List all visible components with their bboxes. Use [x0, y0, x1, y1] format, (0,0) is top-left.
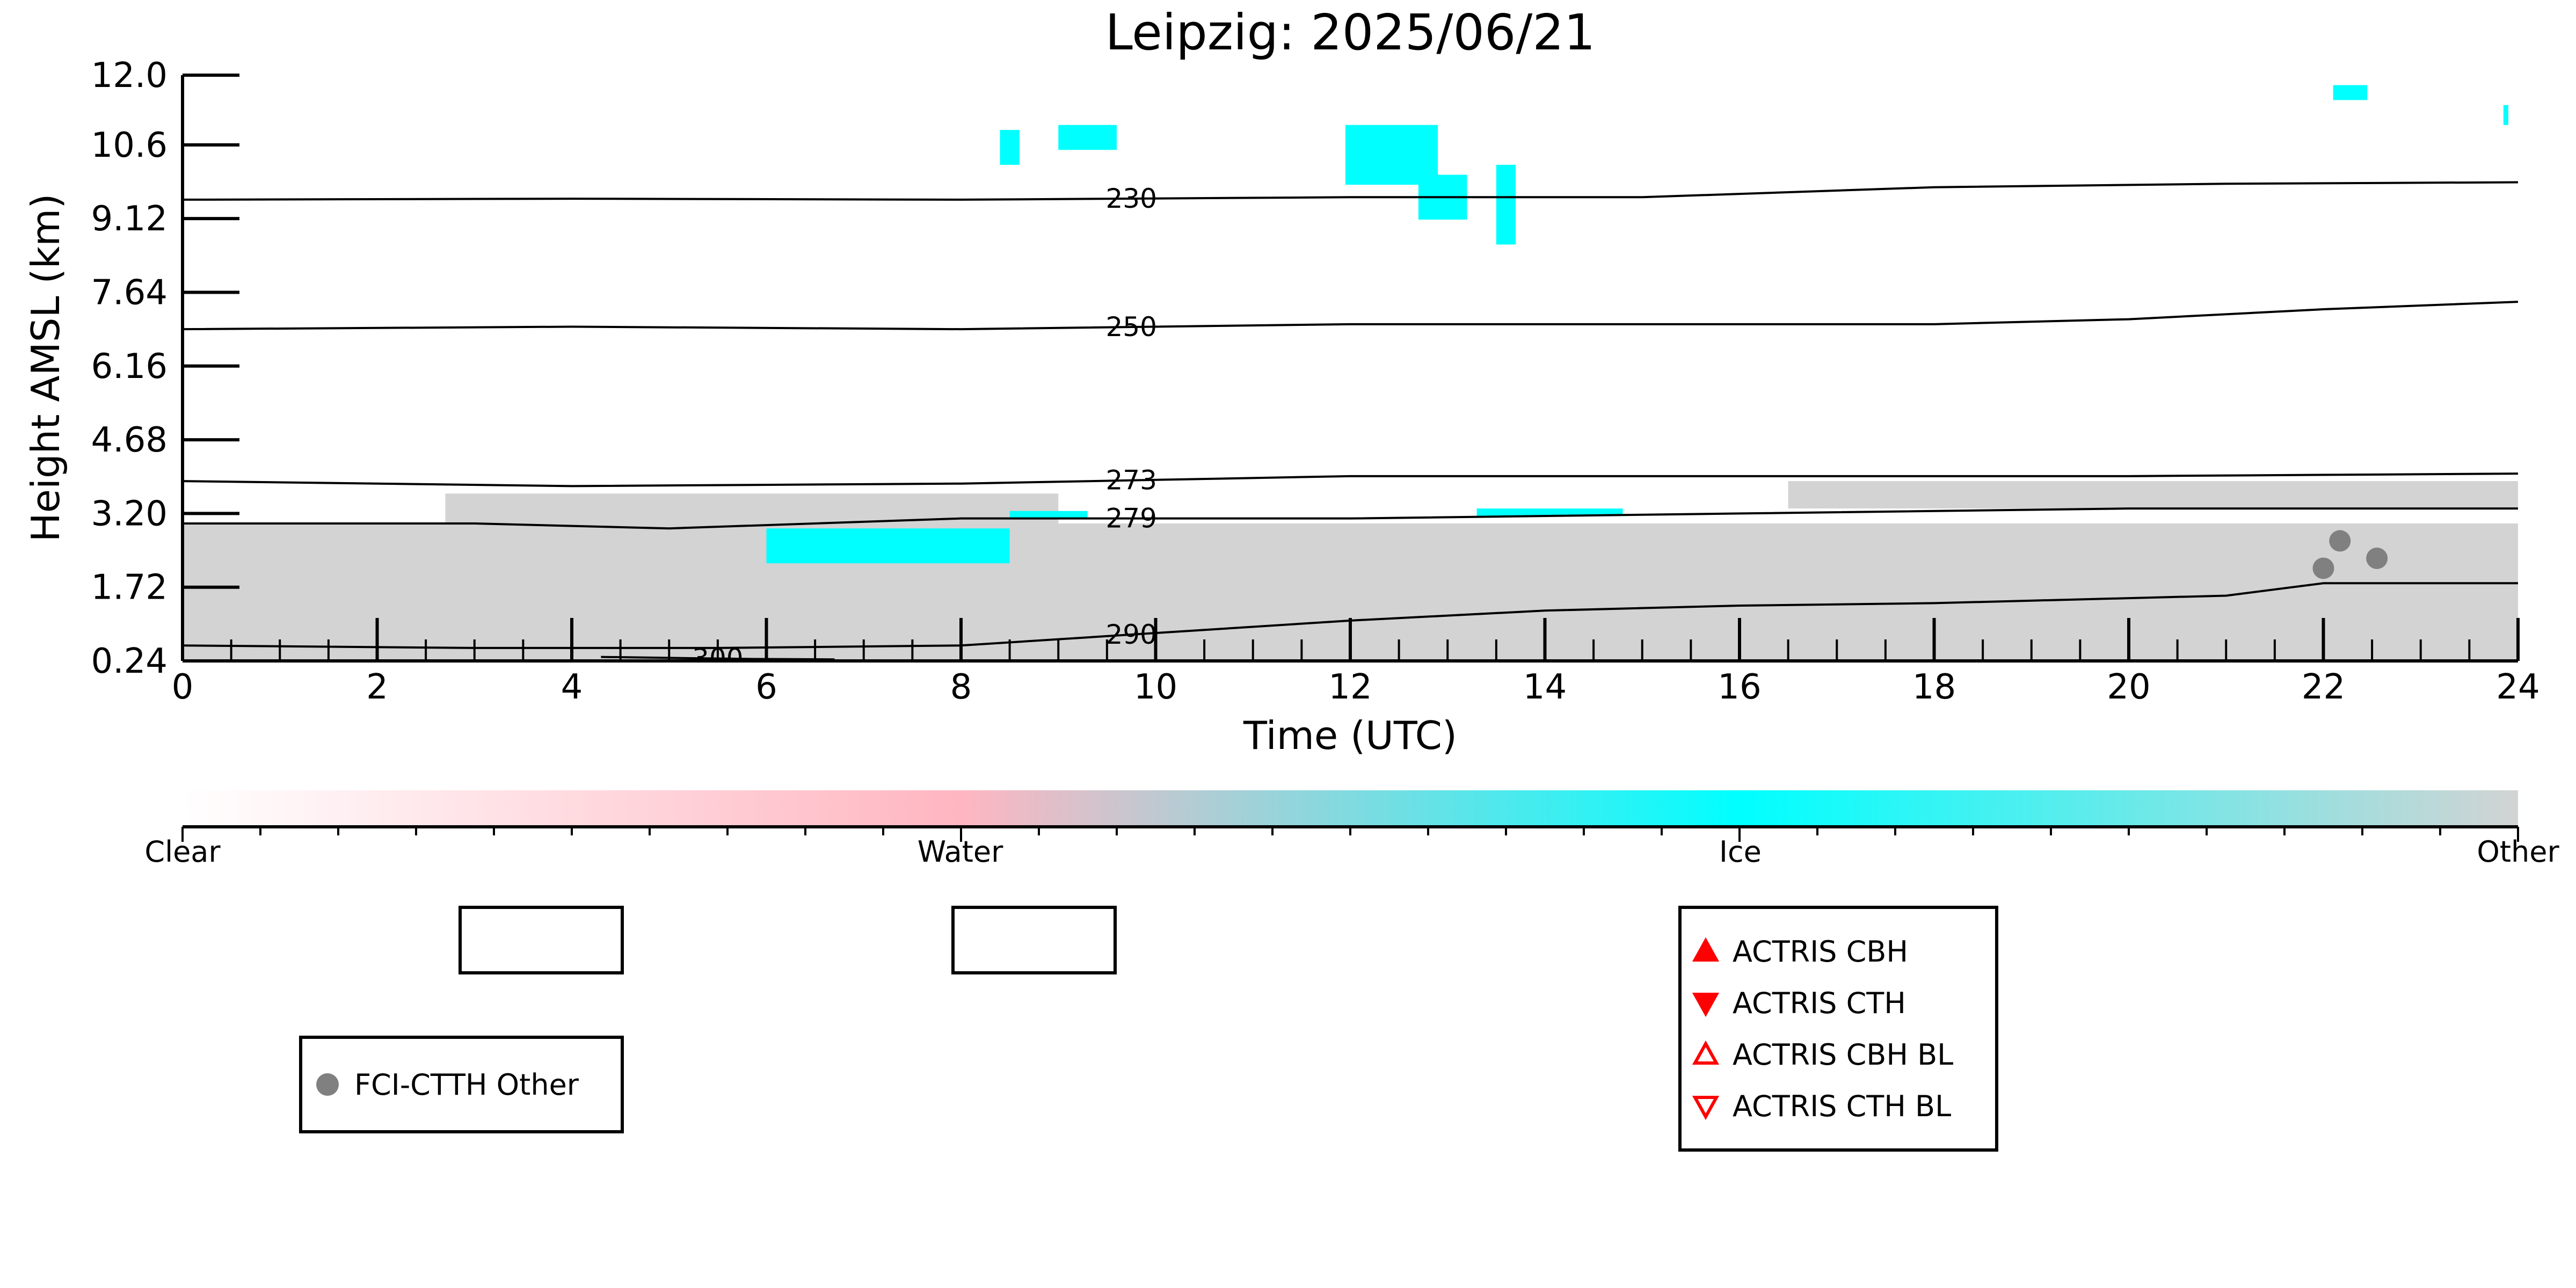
region-ice	[2503, 105, 2508, 125]
contour-line-279	[183, 507, 2518, 530]
colorbar-gradient	[183, 790, 2518, 827]
colorbar: Clear Water Ice Other	[144, 790, 2559, 869]
contour-line-290	[183, 582, 2518, 649]
contour-label-279: 279	[1105, 503, 1156, 534]
y-axis-title: Height AMSL (km)	[23, 194, 68, 542]
chart-title: Leipzig: 2025/06/21	[1105, 4, 1596, 61]
x-tick-label: 24	[2496, 667, 2539, 707]
colorbar-label: Water	[918, 835, 1003, 869]
actris-legend-label: ACTRIS CTH	[1733, 986, 1906, 1020]
region-ice	[1496, 164, 1516, 245]
x-tick-label: 8	[950, 667, 972, 707]
actris-legend-box	[1678, 906, 1998, 1152]
x-axis-ticks: 0 2 4 6 8 10 12 14 16 18 20 22 24	[172, 618, 2540, 707]
x-tick-label: 2	[366, 667, 388, 707]
y-tick-label: 7.64	[91, 273, 168, 312]
colorbar-label: Clear	[144, 835, 221, 869]
cloud-class-regions	[183, 85, 2518, 661]
region-ice	[2333, 85, 2368, 100]
x-axis-title: Time (UTC)	[1243, 713, 1457, 758]
region-ice	[1476, 508, 1623, 516]
fci-marker-point	[2312, 557, 2334, 579]
fci-legend: FCI-CTTH Other	[299, 1036, 624, 1133]
contour-line-300	[601, 656, 835, 661]
region-ice	[1009, 511, 1088, 519]
fci-marker-point	[2329, 530, 2351, 552]
region-ice	[1058, 125, 1117, 150]
triangle-down-icon	[1692, 993, 1720, 1017]
contour-line-250	[183, 301, 2518, 331]
fci-legend-label: FCI-CTTH Other	[354, 1068, 579, 1102]
y-tick-label: 4.68	[91, 420, 168, 460]
x-tick-label: 16	[1718, 667, 1761, 707]
triangle-up-icon	[1692, 937, 1720, 962]
contour-line-230	[183, 181, 2518, 201]
y-tick-label: 0.24	[91, 642, 168, 681]
region-other	[1788, 481, 2518, 509]
x-tick-label: 4	[561, 667, 583, 707]
y-tick-label: 6.16	[91, 347, 168, 387]
actris-legend-label: ACTRIS CBH BL	[1733, 1038, 1953, 1072]
actris-legend: ACTRIS CBH ACTRIS CTH ACTRIS CBH BL ACTRIS …	[1678, 906, 1998, 1152]
actris-legend-label: ACTRIS CBH	[1733, 935, 1908, 969]
empty-legend-box	[459, 906, 624, 974]
y-tick-label: 3.20	[91, 494, 168, 534]
contour-line-273	[183, 472, 2518, 487]
region-ice	[766, 528, 1010, 564]
x-tick-label: 6	[755, 667, 777, 707]
y-tick-label: 12.0	[91, 56, 168, 96]
fci-markers	[2312, 530, 2388, 579]
x-tick-label: 20	[2107, 667, 2150, 707]
fci-legend-box	[299, 1036, 624, 1133]
fci-legend-marker	[316, 1073, 339, 1096]
empty-legend-box	[951, 906, 1117, 974]
x-tick-label: 18	[1912, 667, 1956, 707]
x-tick-label: 22	[2302, 667, 2345, 707]
x-tick-label: 12	[1328, 667, 1372, 707]
y-axis-ticks: 0.24 1.72 3.20 4.68 6.16 7.64 9.12 10.6 12.0	[91, 56, 239, 681]
triangle-down-icon	[1692, 1096, 1720, 1120]
triangle-up-icon	[1692, 1040, 1720, 1065]
region-ice	[1000, 130, 1020, 165]
y-tick-label: 9.12	[91, 199, 168, 239]
y-tick-label: 1.72	[91, 568, 168, 608]
contour-label-250: 250	[1105, 311, 1156, 343]
x-tick-label: 0	[172, 667, 194, 707]
colorbar-label: Other	[2477, 835, 2559, 869]
contour-label-273: 273	[1105, 465, 1156, 496]
contour-label-230: 230	[1105, 183, 1156, 214]
x-tick-label: 14	[1523, 667, 1567, 707]
contour-label-290: 290	[1105, 619, 1156, 650]
x-tick-label: 10	[1134, 667, 1177, 707]
y-tick-label: 10.6	[91, 126, 168, 165]
empty-legend-boxes	[459, 906, 1117, 974]
colorbar-label: Ice	[1719, 835, 1762, 869]
fci-marker-point	[2366, 547, 2388, 569]
actris-legend-label: ACTRIS CTH BL	[1733, 1089, 1951, 1123]
